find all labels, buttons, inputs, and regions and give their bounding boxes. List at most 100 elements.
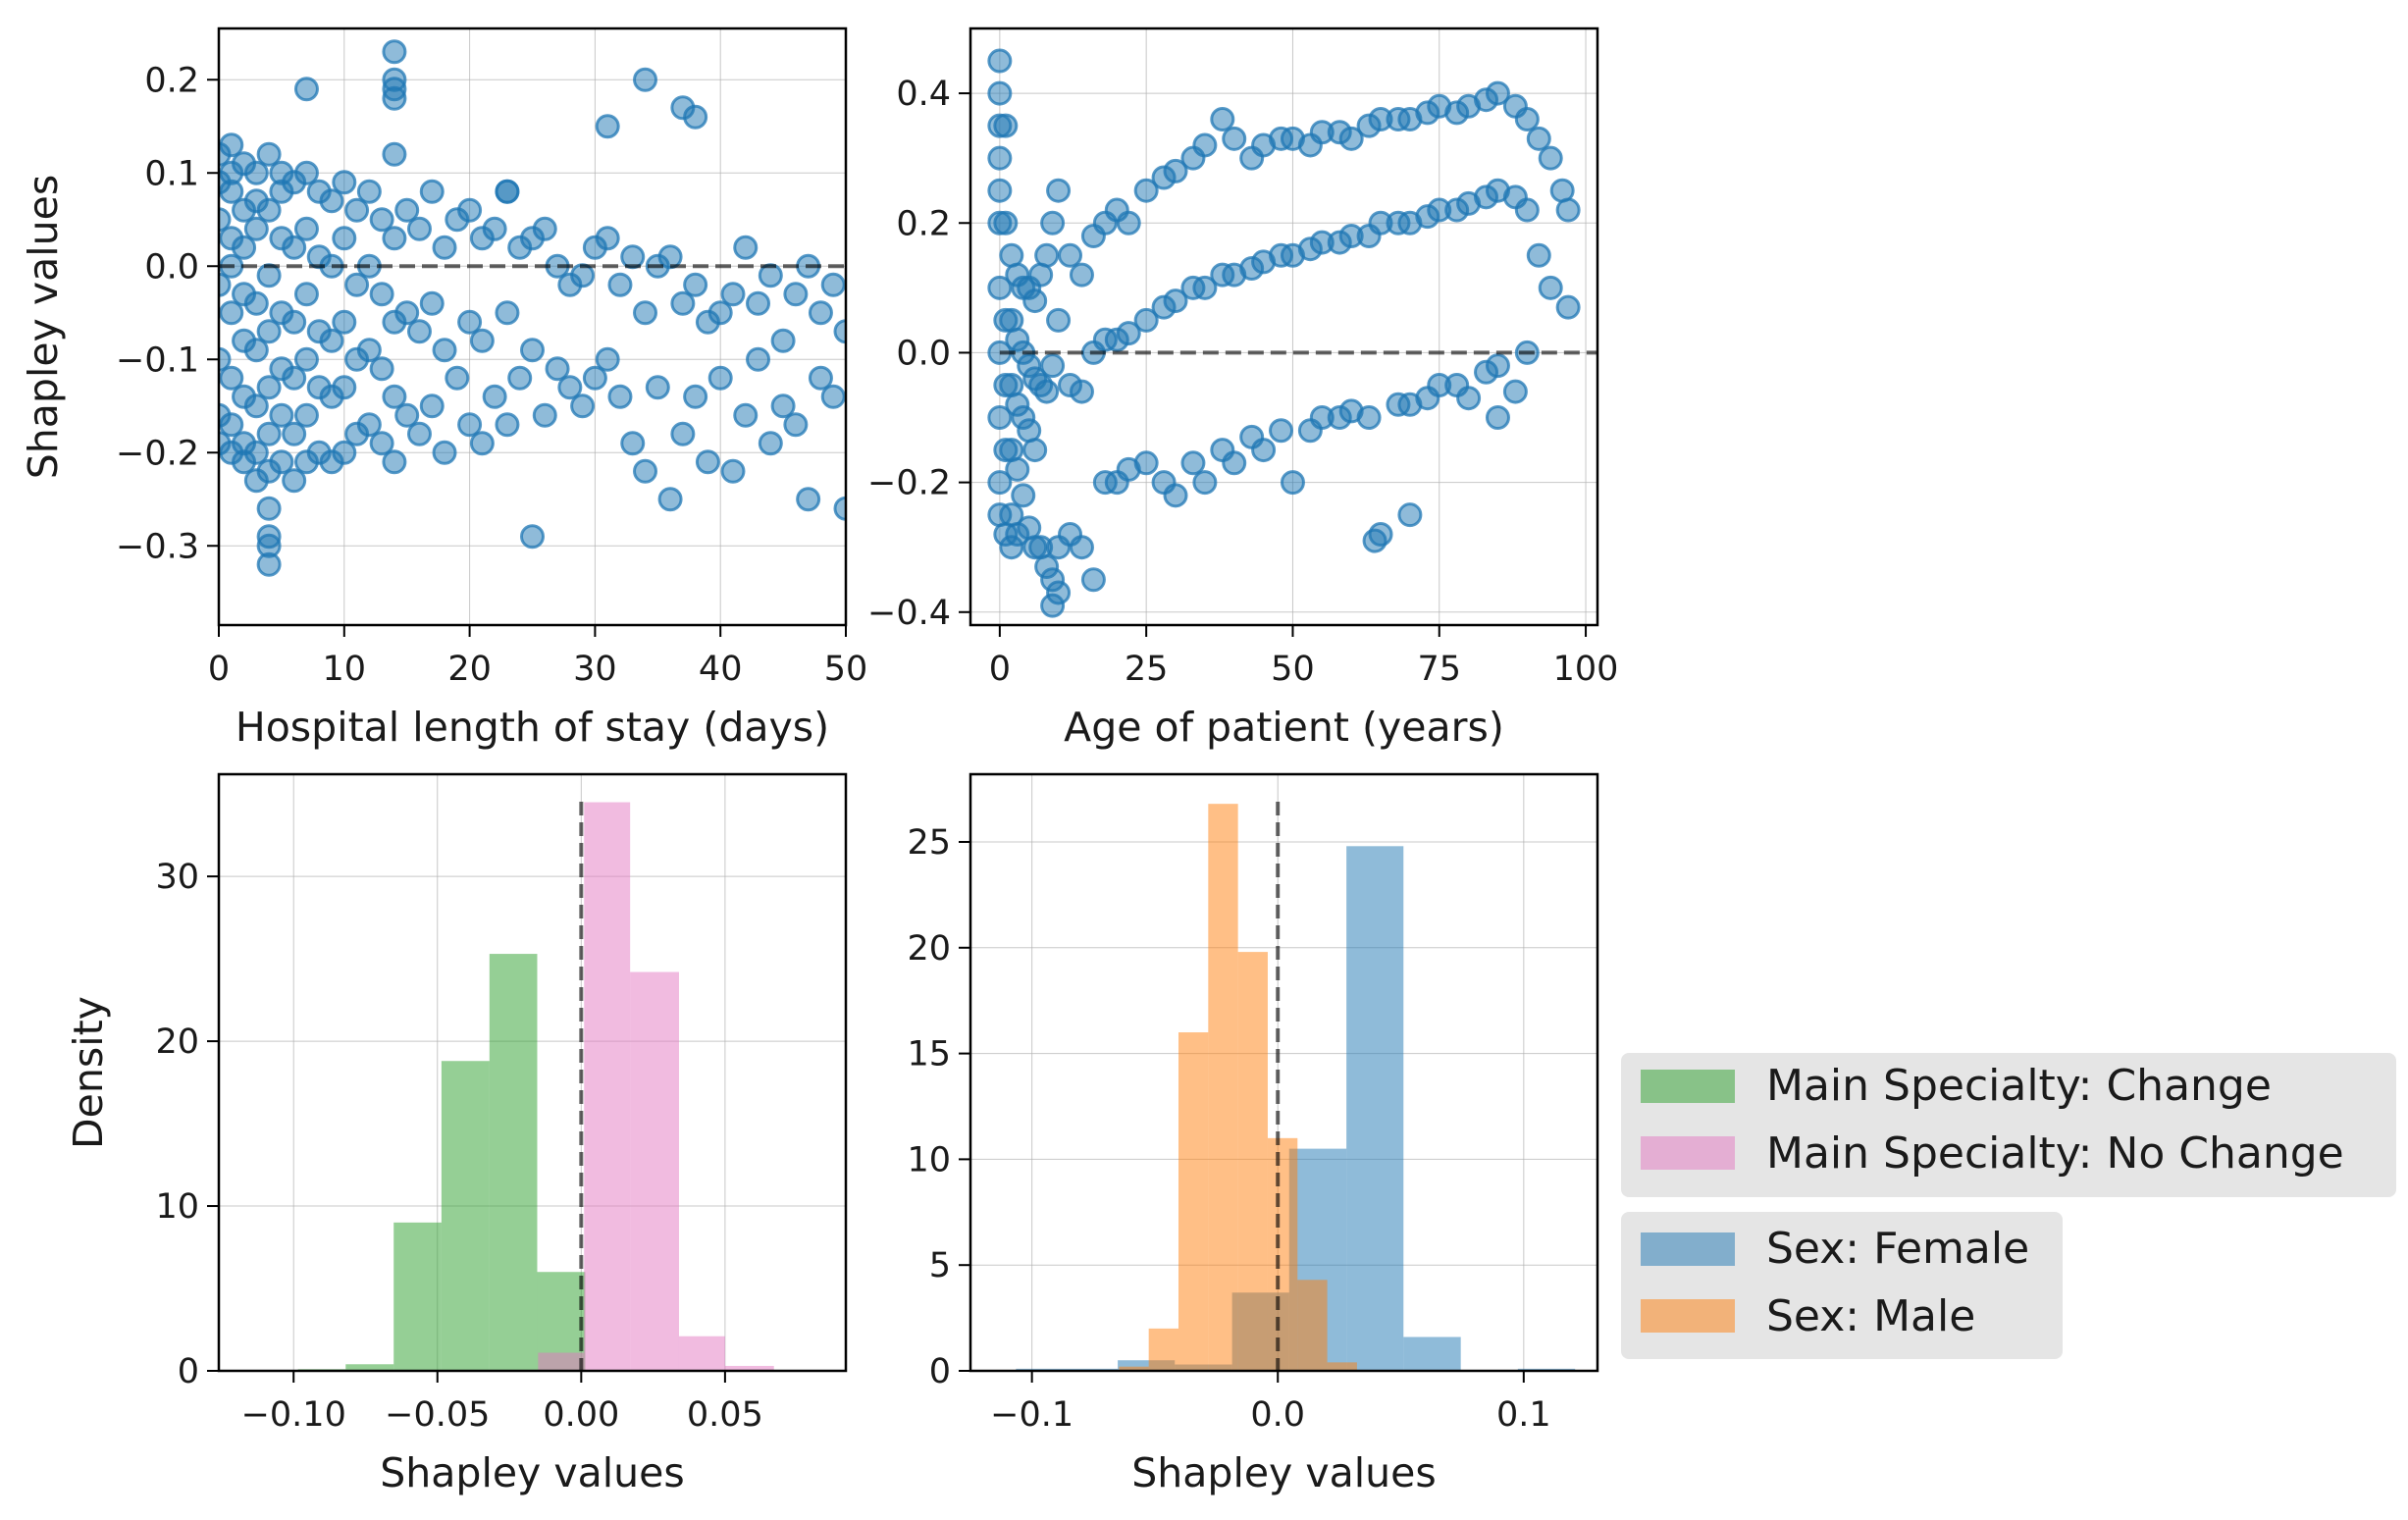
data-point	[1210, 107, 1235, 132]
data-point	[657, 487, 683, 512]
data-point	[796, 487, 821, 512]
data-point	[1005, 456, 1030, 482]
data-point	[1456, 386, 1482, 411]
data-point	[469, 328, 495, 353]
data-point	[394, 402, 420, 428]
data-point	[282, 365, 307, 391]
data-point	[1116, 210, 1141, 236]
y-axis-label: Shapley values	[20, 175, 67, 479]
x-tick-label: 20	[447, 650, 492, 689]
data-point	[1040, 353, 1066, 379]
y-tick-label: −0.2	[116, 434, 199, 473]
x-axis-label: Age of patient (years)	[1064, 704, 1504, 751]
data-point	[219, 412, 244, 438]
data-point	[1163, 288, 1188, 314]
data-point	[507, 365, 533, 391]
data-point	[720, 458, 746, 484]
data-point	[1514, 197, 1540, 223]
x-tick-label: 100	[1553, 650, 1619, 689]
data-point	[1192, 132, 1218, 158]
data-point	[369, 431, 394, 456]
data-point	[219, 346, 232, 372]
y-axis-label: Density	[65, 996, 112, 1149]
data-point	[1485, 80, 1510, 106]
legend-label-change: Main Specialty: Change	[1766, 1061, 2272, 1111]
data-point	[482, 384, 507, 409]
data-point	[1269, 418, 1294, 444]
data-point	[683, 104, 708, 130]
data-point	[595, 114, 620, 139]
data-point	[256, 319, 282, 344]
data-point	[695, 449, 720, 475]
data-point	[707, 365, 733, 391]
data-point	[520, 338, 545, 363]
data-point	[332, 226, 357, 251]
legend-swatch-change	[1641, 1070, 1735, 1103]
data-point	[1485, 353, 1510, 379]
data-point	[1116, 321, 1141, 346]
data-point	[319, 188, 344, 214]
y-tick-label: 10	[907, 1140, 951, 1179]
data-point	[256, 551, 282, 577]
data-point	[457, 309, 483, 335]
data-point	[1133, 307, 1159, 333]
legend-swatch-no-change	[1641, 1136, 1735, 1170]
data-point	[344, 272, 370, 297]
x-tick-label: 40	[699, 650, 743, 689]
histogram-bar	[1346, 846, 1404, 1371]
data-point	[987, 145, 1013, 171]
data-point	[269, 449, 294, 475]
data-point	[457, 412, 483, 438]
data-point	[293, 216, 319, 241]
data-point	[369, 356, 394, 382]
y-tick-label: −0.4	[867, 594, 951, 633]
data-point	[1034, 242, 1060, 268]
data-point	[683, 272, 708, 297]
y-tick-label: 0.0	[896, 334, 951, 373]
data-point	[633, 67, 658, 92]
data-point	[987, 178, 1013, 203]
data-point	[720, 282, 746, 307]
plot-layer	[987, 48, 1581, 618]
data-point	[282, 235, 307, 260]
data-point	[1397, 502, 1423, 528]
data-point	[595, 346, 620, 372]
y-tick-label: −0.1	[116, 341, 199, 380]
x-tick-label: 30	[573, 650, 617, 689]
axes-frame	[217, 26, 848, 627]
data-point	[532, 216, 557, 241]
y-tick-label: 0	[929, 1352, 951, 1391]
data-point	[1485, 405, 1510, 431]
data-point	[808, 300, 833, 326]
data-point	[293, 402, 319, 428]
data-point	[1034, 379, 1060, 404]
histogram-bar	[724, 1365, 774, 1371]
data-point	[993, 113, 1019, 138]
data-point	[356, 338, 382, 363]
data-point	[1526, 242, 1551, 268]
data-point	[1046, 580, 1072, 605]
data-point	[332, 375, 357, 400]
data-point	[670, 421, 696, 446]
x-tick-label: 50	[1271, 650, 1315, 689]
y-tick-label: 20	[907, 929, 951, 969]
data-point	[256, 496, 282, 521]
axes-frame	[968, 772, 1599, 1373]
data-point	[382, 226, 407, 251]
data-point	[1011, 483, 1036, 508]
data-point	[1280, 470, 1305, 496]
data-point	[406, 421, 432, 446]
x-tick-label: −0.1	[990, 1395, 1073, 1435]
data-point	[332, 440, 357, 465]
data-point	[557, 375, 583, 400]
x-tick-label: 0	[989, 650, 1011, 689]
data-point	[645, 375, 670, 400]
data-point	[293, 160, 319, 185]
data-point	[570, 393, 596, 419]
data-point	[1538, 275, 1563, 300]
data-point	[219, 207, 232, 233]
data-point	[532, 402, 557, 428]
data-point	[419, 179, 445, 204]
y-tick-label: 0.2	[896, 204, 951, 243]
data-point	[1022, 438, 1048, 463]
